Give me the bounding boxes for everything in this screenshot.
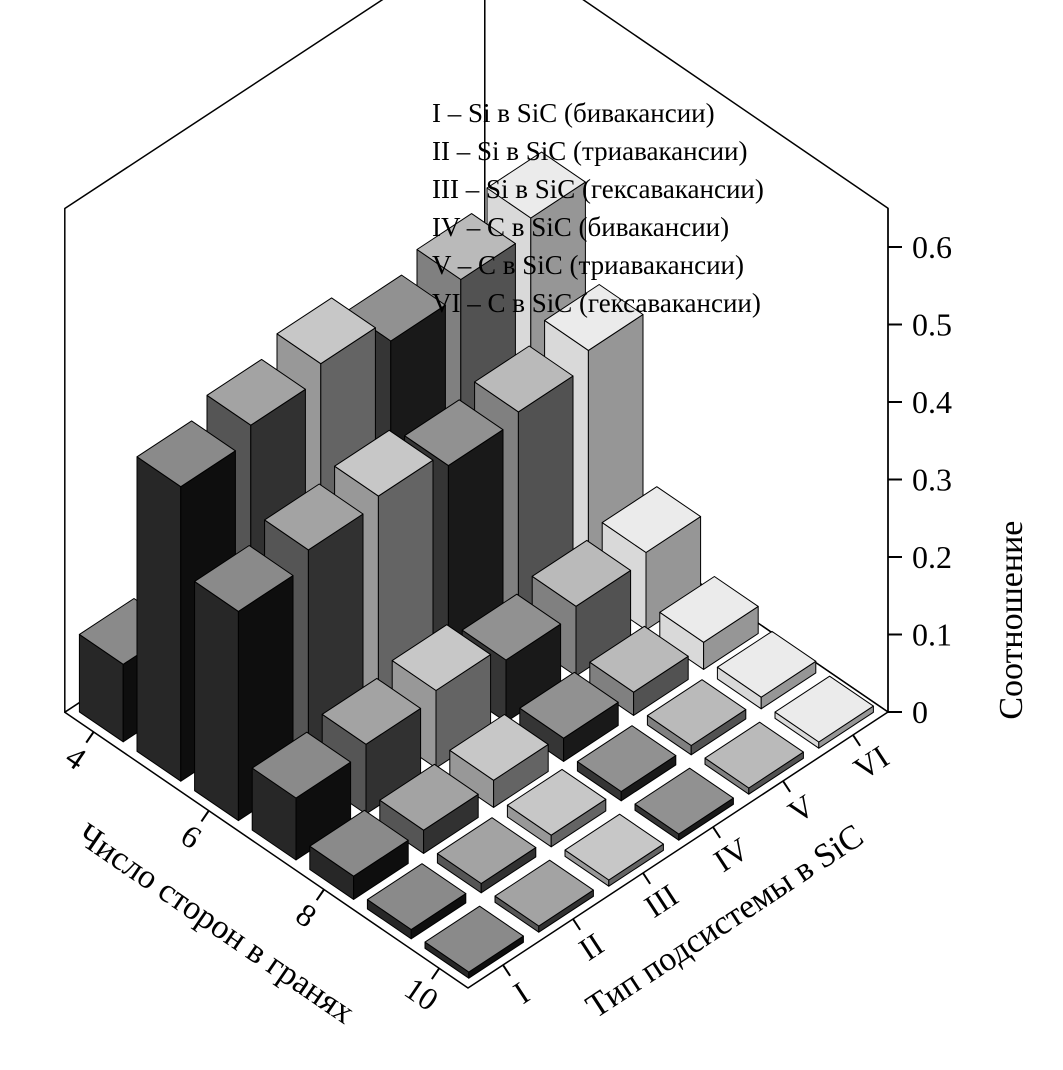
- bar-face-top: [646, 679, 747, 746]
- legend-item-3: III – Si в SiC (гексавакансии): [432, 174, 764, 204]
- bar-VI-sides-8: [659, 576, 759, 670]
- bar-IV-sides-9: [576, 725, 677, 802]
- subsystem-tick: [502, 964, 511, 977]
- subsystem-tick-label: V: [782, 787, 821, 830]
- bar-face-top: [251, 731, 352, 799]
- bar-face-top: [634, 767, 734, 835]
- bar-I-sides-9: [366, 863, 467, 940]
- z-tick-label: 0.6: [912, 229, 952, 265]
- sides-tick: [85, 731, 95, 744]
- bar-face-top: [276, 297, 376, 365]
- subsystem-tick: [572, 918, 581, 931]
- bar-face-top: [659, 576, 759, 643]
- bar-VI-sides-10: [774, 675, 874, 749]
- bar-face-top: [474, 345, 574, 413]
- bar-face-top: [519, 671, 619, 739]
- legend-item-2: II – Si в SiC (триавакансии): [432, 136, 747, 166]
- bar-IV-sides-10: [634, 767, 734, 841]
- bar-III-sides-10: [564, 813, 664, 887]
- subsystem-tick-label: III: [638, 877, 684, 925]
- bars: [78, 151, 874, 979]
- bar-I-sides-8: [309, 809, 409, 900]
- bar-face-top: [531, 539, 632, 607]
- subsystem-tick-label: I: [507, 975, 536, 1011]
- bar-I-sides-6: [194, 545, 294, 822]
- bar-face-top: [494, 859, 594, 927]
- bar-face-left: [136, 456, 182, 782]
- bar-III-sides-9: [506, 768, 607, 848]
- legend-item-4: IV – C в SiC (бивакансии): [432, 212, 729, 242]
- sides-tick: [315, 888, 325, 901]
- legend-item-6: VI – C в SiC (гексавакансии): [432, 288, 761, 318]
- subsystem-tick-label: IV: [707, 830, 755, 879]
- subsystem-tick-label: VI: [847, 738, 895, 787]
- bar-face-top: [601, 486, 702, 553]
- bar-II-sides-10: [494, 859, 594, 933]
- bar-face-top: [206, 358, 306, 426]
- bar-face-top: [544, 284, 644, 351]
- bar-face-top: [194, 545, 294, 612]
- bar-face-top: [264, 483, 364, 551]
- bar-face-top: [576, 725, 677, 792]
- z-tick-label: 0: [912, 694, 928, 730]
- bar-face-top: [309, 809, 409, 877]
- z-tick-label: 0.5: [912, 307, 952, 343]
- bar-face-top: [436, 817, 537, 884]
- bar-II-sides-9: [436, 817, 537, 894]
- bar-V-sides-10: [704, 721, 804, 795]
- bar-II-sides-8: [379, 763, 479, 854]
- bar-face-top: [416, 213, 516, 280]
- bar-face-top: [461, 593, 562, 661]
- bar-V-sides-9: [646, 679, 747, 756]
- sides-tick-label: 8: [290, 896, 324, 935]
- z-tick-label: 0.1: [912, 617, 952, 653]
- bar-VI-sides-9: [716, 630, 817, 710]
- sides-tick: [431, 967, 441, 980]
- legend-item-5: V – C в SiC (триавакансии): [432, 250, 744, 280]
- bar-face-top: [506, 768, 607, 836]
- bar-face-top: [334, 429, 434, 497]
- bar-face-top: [391, 624, 492, 691]
- bar-face-top: [404, 399, 504, 467]
- bar-face-left: [194, 580, 239, 822]
- bar-face-top: [589, 625, 689, 693]
- bar-face-top: [704, 721, 804, 789]
- bar-I-sides-10: [424, 905, 524, 979]
- bar-face-top: [424, 905, 524, 973]
- bar-face-top: [136, 420, 236, 488]
- bar-face-top: [379, 763, 479, 831]
- bar-face-top: [774, 675, 874, 743]
- bar-face-top: [716, 630, 817, 698]
- z-tick-label: 0.3: [912, 462, 952, 498]
- legend-item-1: I – Si в SiC (бивакансии): [432, 98, 715, 128]
- sides-tick-label: 10: [398, 970, 445, 1018]
- subsystem-tick: [642, 872, 651, 885]
- bar-face-top: [564, 813, 664, 881]
- sides-tick-label: 6: [175, 817, 209, 856]
- bar-I-sides-7: [251, 731, 352, 861]
- z-tick-label: 0.4: [912, 384, 952, 420]
- subsystem-tick: [782, 780, 791, 793]
- bar-face-top: [366, 863, 467, 930]
- bar-face-top: [486, 151, 586, 219]
- z-tick-label: 0.2: [912, 539, 952, 575]
- bar-face-top: [321, 677, 422, 745]
- legend: I – Si в SiC (бивакансии) II – Si в SiC (…: [432, 98, 764, 318]
- sides-tick: [200, 810, 210, 822]
- bar-V-sides-8: [589, 625, 689, 716]
- subsystem-tick-label: II: [572, 926, 610, 968]
- bar-face-top: [346, 274, 446, 342]
- subsystem-tick: [852, 734, 861, 747]
- bar-IV-sides-8: [519, 671, 619, 762]
- ratio-axis-title: Соотношение: [993, 521, 1030, 720]
- sides-tick-label: 4: [59, 738, 93, 777]
- bar-III-sides-8: [449, 714, 549, 808]
- bar-face-top: [449, 714, 549, 781]
- subsystem-tick: [712, 826, 721, 839]
